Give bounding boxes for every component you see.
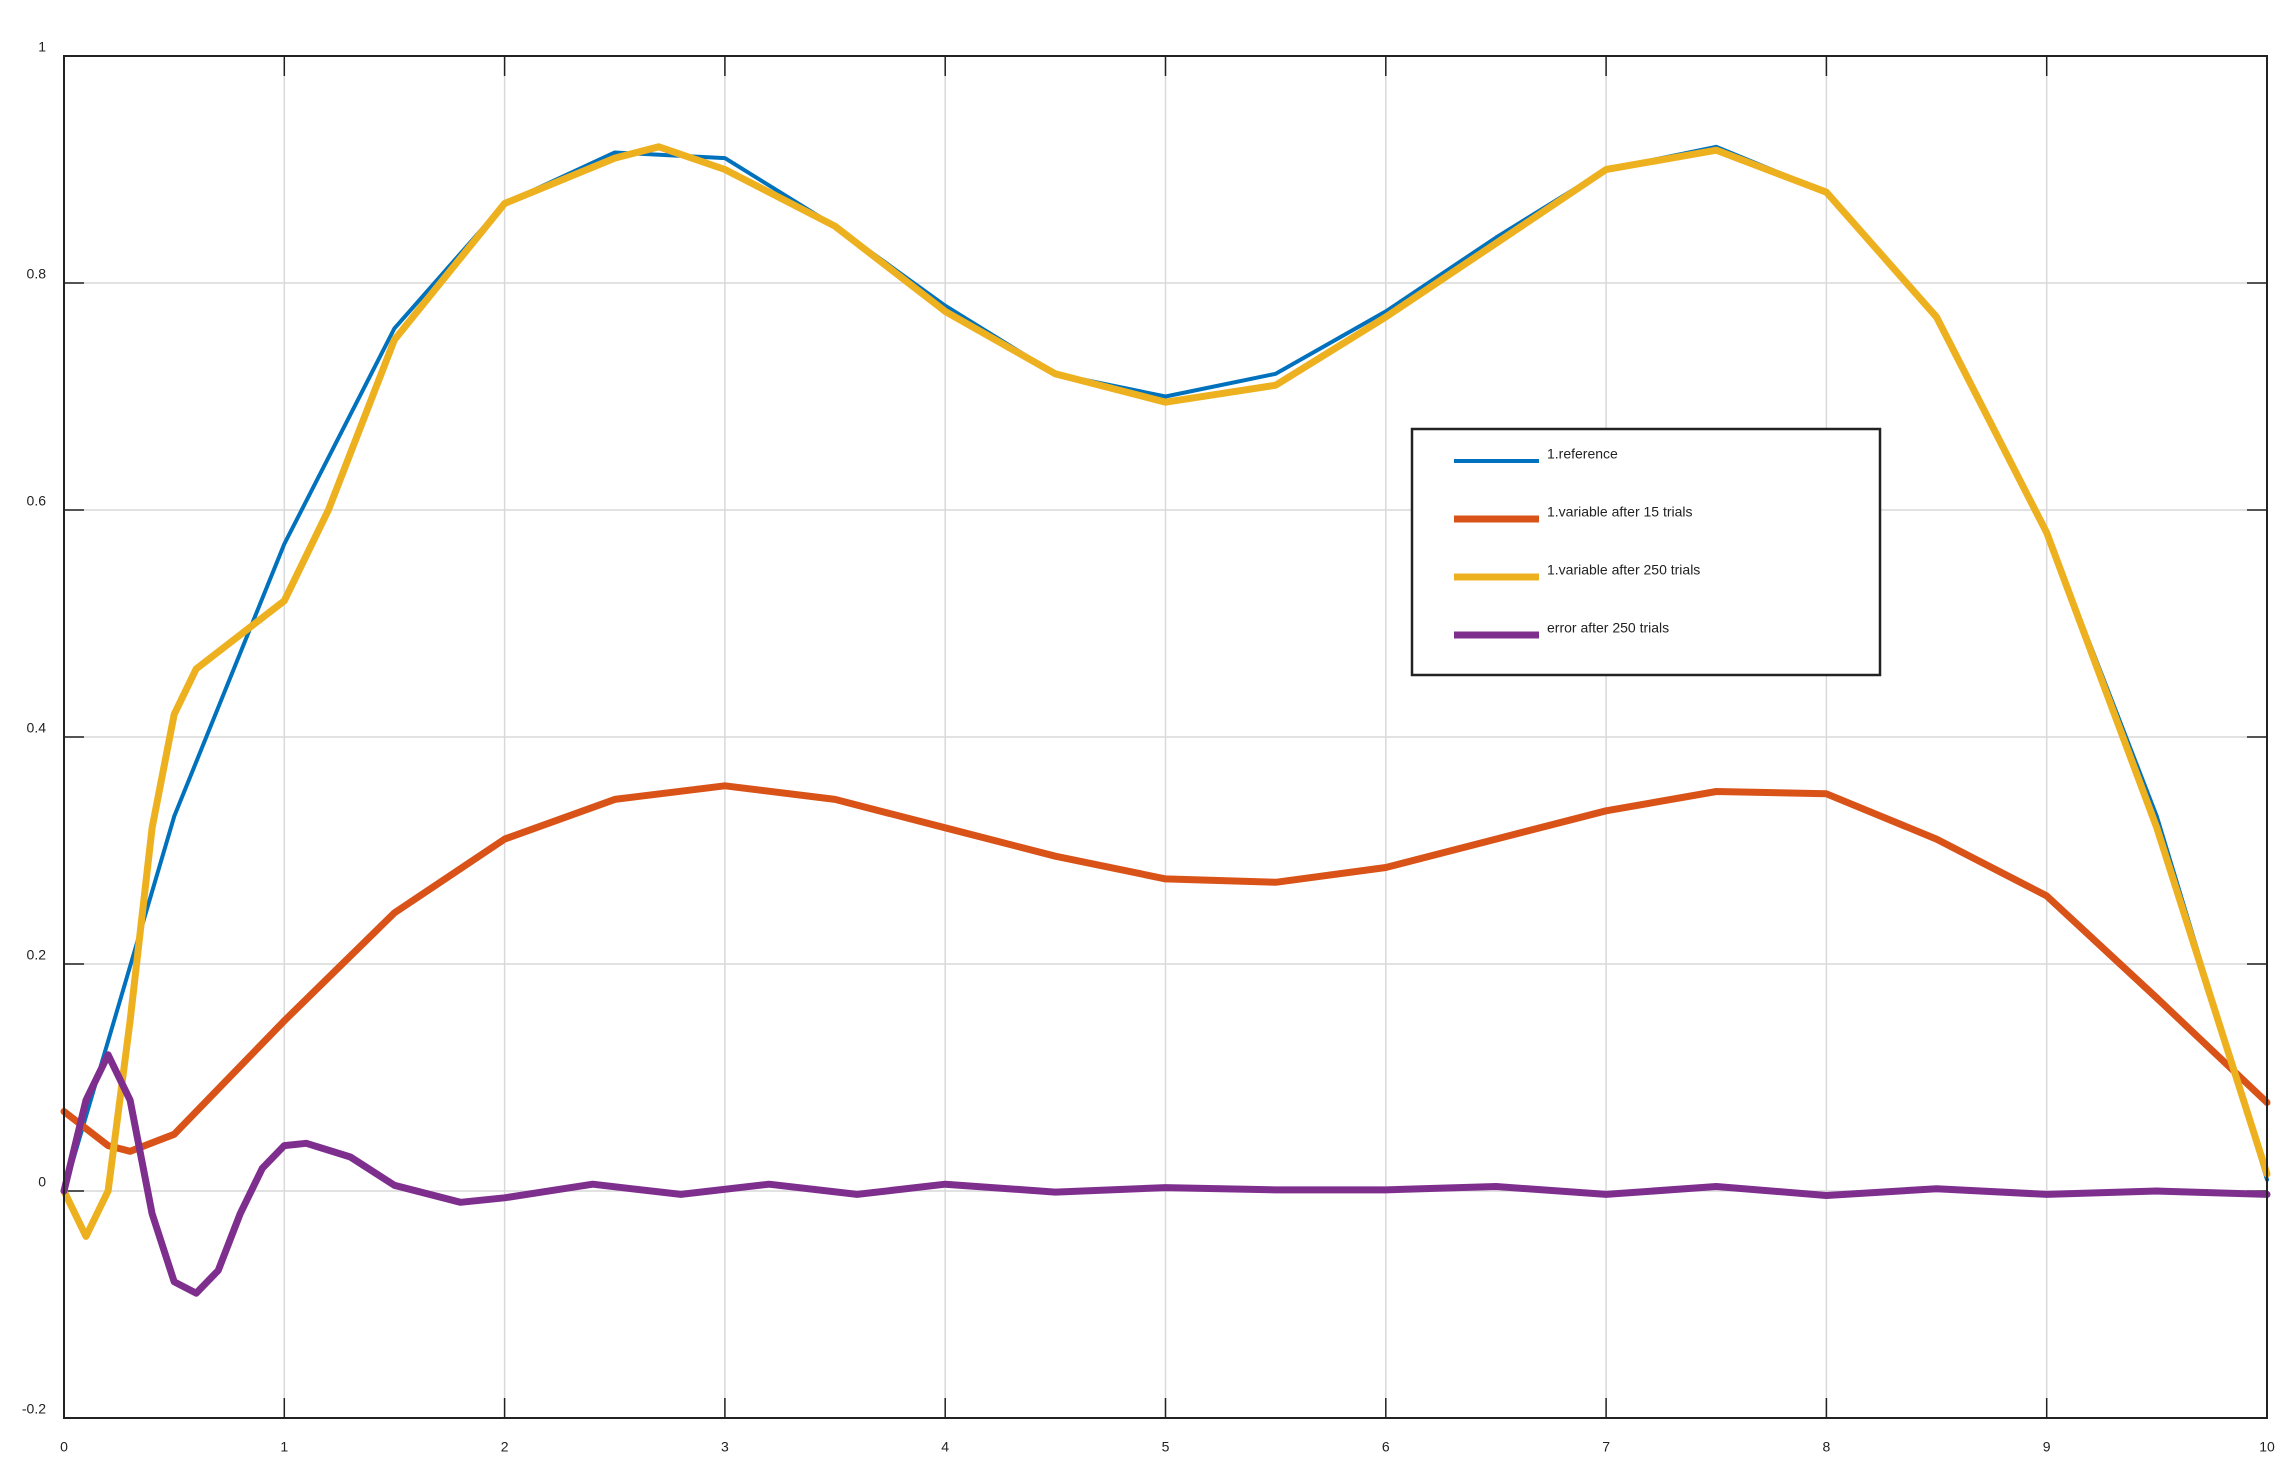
- x-tick-label: 1: [280, 1439, 288, 1455]
- x-tick-label: 2: [501, 1439, 509, 1455]
- y-tick-label: 0.6: [27, 493, 47, 509]
- y-tick-label: 0.8: [27, 266, 47, 282]
- legend-label: 1.reference: [1547, 446, 1618, 462]
- legend-label: 1.variable after 250 trials: [1547, 562, 1700, 578]
- x-tick-label: 3: [721, 1439, 729, 1455]
- x-tick-label: 4: [941, 1439, 949, 1455]
- x-tick-label: 0: [60, 1439, 68, 1455]
- x-tick-label: 6: [1382, 1439, 1390, 1455]
- x-tick-label: 10: [2259, 1439, 2275, 1455]
- y-tick-label: 0.2: [27, 947, 47, 963]
- plot-frame: [63, 55, 2268, 1419]
- x-tick-label: 7: [1602, 1439, 1610, 1455]
- y-tick-label: 0.4: [27, 720, 47, 736]
- x-tick-label: 5: [1162, 1439, 1170, 1455]
- legend-label: error after 250 trials: [1547, 620, 1669, 636]
- y-tick-label: 1: [38, 39, 46, 55]
- series-line: [60, 143, 2271, 1240]
- x-tick-label: 9: [2043, 1439, 2051, 1455]
- x-tick-label: 8: [1823, 1439, 1831, 1455]
- grid: [63, 55, 2268, 1419]
- series-line: [60, 782, 2271, 1155]
- y-tick-label: 0: [38, 1174, 46, 1190]
- legend-label: 1.variable after 15 trials: [1547, 504, 1693, 520]
- y-tick-label: -0.2: [22, 1401, 46, 1417]
- legend: 1.reference 1.variable after 15 trials 1.v…: [1454, 446, 1700, 639]
- lines: [60, 143, 2271, 1297]
- series-line: [60, 1051, 2271, 1297]
